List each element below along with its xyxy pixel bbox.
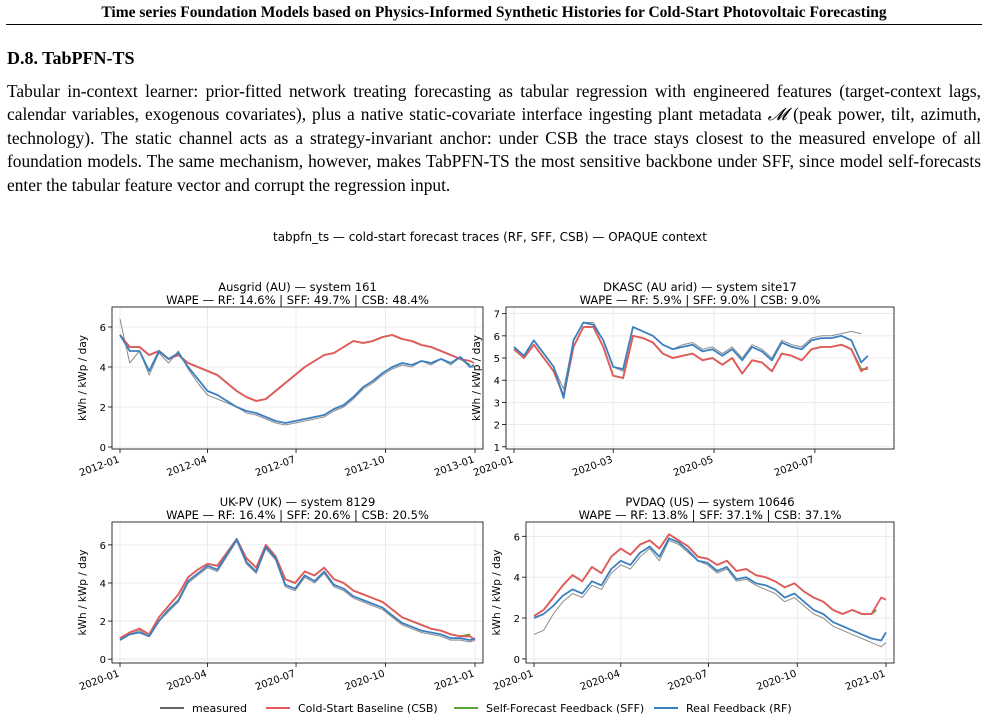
x-tick-label: 2020-07 (773, 454, 816, 479)
y-tick-label: 7 (494, 310, 500, 321)
y-tick-label: 6 (100, 541, 106, 552)
legend-label: Cold-Start Baseline (CSB) (298, 702, 438, 715)
legend-label: Real Feedback (RF) (686, 702, 792, 715)
figure-svg: tabpfn_ts — cold-start forecast traces (… (77, 230, 895, 715)
figure: tabpfn_ts — cold-start forecast traces (… (0, 220, 988, 723)
chart-panel-1: 0 2 4 6 2012-01 2012-04 2012-07 2012-10 2013-01 A… (77, 280, 484, 479)
y-tick-label: 2 (100, 617, 106, 628)
x-tick-label: 2020-01 (78, 668, 121, 693)
x-tick-label: 2012-04 (166, 454, 209, 479)
x-tick-label: 2020-10 (344, 668, 387, 693)
x-tick-label: 2020-04 (579, 668, 622, 693)
y-tick-label: 6 (494, 332, 500, 343)
y-tick-label: 2 (494, 421, 500, 432)
x-tick-label: 2020-07 (254, 668, 297, 693)
y-axis-label: kWh / kWp / day (77, 335, 89, 421)
header-rule (6, 24, 982, 25)
x-tick-label: 2020-01 (472, 454, 515, 479)
x-tick-label: 2020-04 (166, 668, 209, 693)
plot-frame (505, 306, 895, 450)
chart-title: Ausgrid (AU) — system 161 (218, 280, 377, 294)
x-tick-label: 2021-01 (433, 668, 476, 693)
figure-legend: measured Cold-Start Baseline (CSB) Self-Fo… (160, 702, 792, 715)
y-tick-label: 1 (494, 443, 500, 454)
plot-frame (111, 521, 484, 664)
series-line-real-feedback-rf (119, 538, 476, 641)
section-title: D.8. TabPFN-TS (7, 48, 135, 68)
y-tick-label: 4 (100, 579, 106, 590)
figure-suptitle: tabpfn_ts — cold-start forecast traces (… (273, 230, 707, 244)
x-tick-label: 2020-01 (492, 668, 535, 693)
y-tick-label: 0 (100, 443, 106, 454)
y-tick-label: 3 (494, 398, 500, 409)
chart-panels: 0 2 4 6 2012-01 2012-04 2012-07 2012-10 2013-01 A… (77, 280, 895, 693)
chart-title: DKASC (AU arid) — system site17 (603, 280, 797, 294)
x-tick-label: 2021-01 (844, 668, 887, 693)
y-tick-label: 2 (100, 403, 106, 414)
chart-subtitle: WAPE — RF: 16.4% | SFF: 20.6% | CSB: 20.… (166, 508, 429, 522)
y-axis-label: kWh / kWp / day (77, 550, 89, 636)
series-line-real-feedback-rf (119, 334, 475, 424)
legend-label: Self-Forecast Feedback (SFF) (486, 702, 644, 715)
section-paragraph: Tabular in-context learner: prior-fitted… (7, 80, 981, 197)
series-line-cold-start-baseline-csb (119, 538, 476, 641)
y-tick-label: 2 (514, 614, 520, 625)
x-tick-label: 2012-07 (254, 454, 297, 479)
series-line-measured (119, 318, 474, 426)
chart-subtitle: WAPE — RF: 14.6% | SFF: 49.7% | CSB: 48.… (166, 293, 429, 307)
x-tick-label: 2013-01 (433, 454, 476, 479)
y-tick-label: 6 (100, 323, 106, 334)
y-axis-label: kWh / kWp / day (471, 335, 483, 421)
series-line-measured (533, 539, 887, 648)
running-header: Time series Foundation Models based on P… (101, 4, 887, 21)
chart-subtitle: WAPE — RF: 5.9% | SFF: 9.0% | CSB: 9.0% (580, 293, 821, 307)
series-line-real-feedback-rf (513, 321, 869, 399)
x-tick-label: 2012-01 (78, 454, 121, 479)
x-tick-label: 2020-03 (571, 454, 614, 479)
chart-panel-4: 0 2 4 6 2020-01 2020-04 2020-07 2020-10 2021-01 P… (491, 495, 895, 693)
chart-panel-3: 0 2 4 6 2020-01 2020-04 2020-07 2020-10 2021-01 U… (77, 495, 484, 693)
series-line-cold-start-baseline-csb (119, 334, 475, 402)
y-tick-label: 4 (514, 573, 520, 584)
y-tick-label: 4 (100, 363, 106, 374)
paragraph-part-2: (peak power, tilt, azimuth, technology).… (7, 104, 981, 195)
y-tick-label: 0 (514, 655, 520, 666)
series-line-measured (119, 540, 476, 643)
y-tick-label: 4 (494, 376, 500, 387)
y-tick-label: 5 (494, 354, 500, 365)
x-tick-label: 2020-05 (672, 454, 715, 479)
y-tick-label: 0 (100, 655, 106, 666)
x-tick-label: 2012-10 (344, 454, 387, 479)
chart-title: PVDAQ (US) — system 10646 (625, 495, 794, 509)
y-tick-label: 6 (514, 532, 520, 543)
series-line-real-feedback-rf (533, 537, 887, 642)
paragraph-part-1: Tabular in-context learner: prior-fitted… (7, 81, 981, 125)
chart-subtitle: WAPE — RF: 13.8% | SFF: 37.1% | CSB: 37.… (579, 508, 842, 522)
x-tick-label: 2020-07 (667, 668, 710, 693)
chart-title: UK-PV (UK) — system 8129 (220, 495, 376, 509)
x-tick-label: 2020-10 (755, 668, 798, 693)
plot-frame (111, 306, 484, 450)
series-line-cold-start-baseline-csb (513, 326, 869, 397)
legend-label: measured (192, 702, 247, 715)
plot-frame (525, 521, 895, 664)
series-line-cold-start-baseline-csb (533, 533, 887, 617)
chart-panel-2: 1 2 3 4 5 6 7 2020-01 2020-03 2020-05 2020-07 DKASC… (471, 280, 895, 479)
metadata-symbol: 𝓜 (767, 104, 788, 125)
series-line-self-forecast-feedback-sff (119, 334, 471, 402)
y-axis-label: kWh / kWp / day (491, 550, 503, 636)
